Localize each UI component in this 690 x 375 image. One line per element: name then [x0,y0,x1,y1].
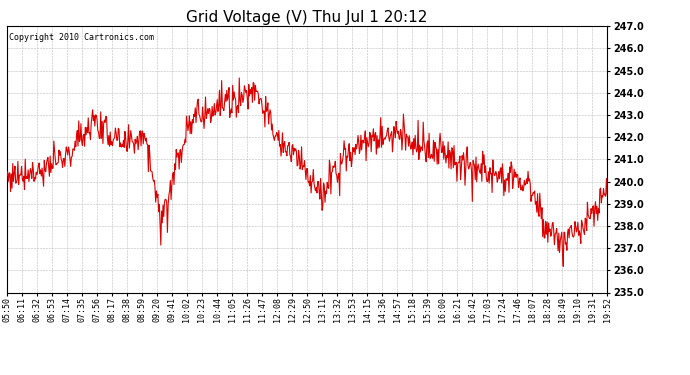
Text: Copyright 2010 Cartronics.com: Copyright 2010 Cartronics.com [9,33,154,42]
Title: Grid Voltage (V) Thu Jul 1 20:12: Grid Voltage (V) Thu Jul 1 20:12 [186,10,428,25]
